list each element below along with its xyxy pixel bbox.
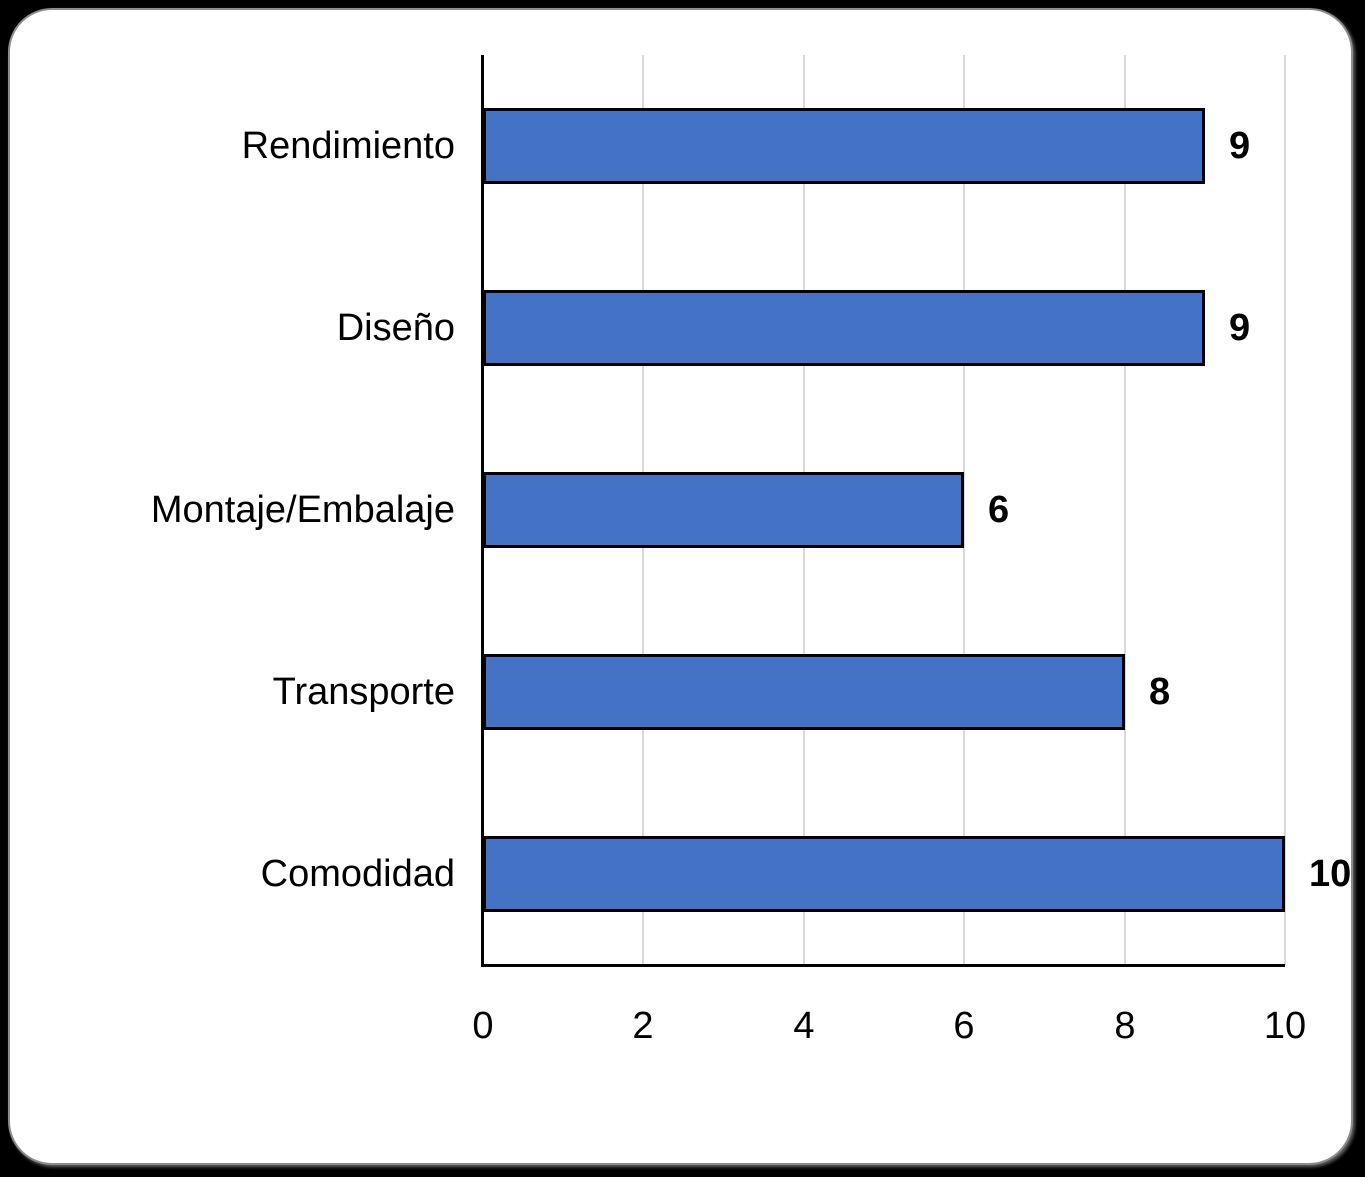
x-tick-label: 0	[472, 1005, 494, 1047]
chart-card	[8, 8, 1353, 1165]
bar-value-label: 8	[1149, 671, 1171, 713]
x-tick-label: 2	[632, 1005, 654, 1047]
bar-value-label: 10	[1309, 853, 1352, 895]
bar	[483, 654, 1125, 730]
category-label: Transporte	[272, 671, 455, 713]
gridline	[1284, 55, 1286, 965]
bar	[483, 472, 964, 548]
y-axis-line	[481, 55, 484, 965]
bar-value-label: 9	[1229, 125, 1251, 167]
x-tick-label: 10	[1263, 1005, 1307, 1047]
gridline	[963, 55, 966, 965]
x-axis-line	[481, 964, 1285, 967]
bar	[483, 290, 1205, 366]
bar-value-label: 6	[988, 489, 1010, 531]
category-label: Comodidad	[260, 853, 455, 895]
category-label: Diseño	[336, 307, 455, 349]
x-tick-label: 8	[1114, 1005, 1136, 1047]
bar	[483, 108, 1205, 184]
x-tick-label: 6	[953, 1005, 975, 1047]
category-label: Rendimiento	[241, 125, 455, 167]
x-tick-label: 4	[793, 1005, 815, 1047]
bar	[483, 836, 1285, 912]
category-label: Montaje/Embalaje	[150, 489, 455, 531]
bar-value-label: 9	[1229, 307, 1251, 349]
gridline	[1123, 55, 1126, 965]
